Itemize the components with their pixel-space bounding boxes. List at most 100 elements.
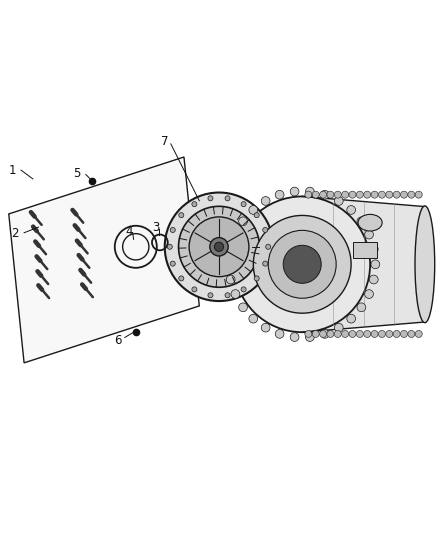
Circle shape: [357, 217, 366, 225]
Circle shape: [231, 289, 240, 298]
Circle shape: [179, 276, 184, 281]
Circle shape: [254, 276, 259, 281]
Circle shape: [327, 330, 334, 337]
Circle shape: [371, 191, 378, 198]
Circle shape: [275, 190, 284, 199]
Circle shape: [226, 275, 235, 284]
Circle shape: [170, 261, 175, 266]
Circle shape: [275, 329, 284, 338]
Circle shape: [349, 191, 356, 198]
Ellipse shape: [415, 206, 435, 322]
Circle shape: [378, 330, 385, 337]
Circle shape: [321, 329, 329, 338]
Text: 2: 2: [11, 227, 19, 240]
Circle shape: [320, 330, 327, 337]
Circle shape: [266, 244, 271, 249]
Circle shape: [386, 330, 393, 337]
Polygon shape: [302, 197, 425, 332]
Circle shape: [357, 191, 364, 198]
Circle shape: [400, 330, 407, 337]
Circle shape: [312, 330, 319, 337]
Circle shape: [215, 242, 223, 252]
Circle shape: [320, 191, 327, 198]
Circle shape: [321, 190, 329, 199]
Circle shape: [192, 201, 197, 207]
Circle shape: [263, 228, 268, 232]
Circle shape: [249, 206, 258, 214]
Circle shape: [210, 238, 228, 256]
Circle shape: [305, 187, 314, 196]
Circle shape: [192, 287, 197, 292]
Circle shape: [415, 330, 422, 337]
Bar: [353, 243, 377, 258]
Circle shape: [369, 275, 378, 284]
Circle shape: [225, 196, 230, 201]
Circle shape: [393, 330, 400, 337]
Circle shape: [371, 260, 380, 269]
Text: 4: 4: [125, 225, 133, 238]
Text: 3: 3: [152, 221, 159, 233]
Circle shape: [167, 244, 172, 249]
Circle shape: [365, 230, 374, 239]
Circle shape: [327, 191, 334, 198]
Circle shape: [268, 230, 336, 298]
Circle shape: [231, 230, 240, 239]
Circle shape: [335, 197, 343, 205]
Circle shape: [386, 191, 393, 198]
Circle shape: [364, 330, 371, 337]
Circle shape: [225, 293, 230, 298]
Circle shape: [239, 217, 247, 225]
Circle shape: [239, 303, 247, 312]
Circle shape: [305, 330, 312, 337]
Circle shape: [208, 293, 213, 298]
Circle shape: [263, 261, 268, 266]
Circle shape: [347, 314, 356, 323]
Circle shape: [165, 192, 273, 301]
Circle shape: [249, 314, 258, 323]
Circle shape: [226, 245, 235, 254]
Circle shape: [208, 196, 213, 201]
Circle shape: [254, 213, 259, 217]
Text: 1: 1: [8, 164, 16, 176]
Circle shape: [364, 191, 371, 198]
Circle shape: [342, 330, 349, 337]
Circle shape: [408, 330, 415, 337]
Circle shape: [179, 213, 184, 217]
Circle shape: [234, 197, 370, 332]
Circle shape: [170, 228, 175, 232]
Circle shape: [393, 191, 400, 198]
Circle shape: [415, 191, 422, 198]
Circle shape: [349, 330, 356, 337]
Circle shape: [342, 191, 349, 198]
Circle shape: [408, 191, 415, 198]
Circle shape: [357, 303, 366, 312]
Circle shape: [283, 245, 321, 284]
Circle shape: [253, 215, 351, 313]
Circle shape: [241, 287, 246, 292]
Circle shape: [357, 330, 364, 337]
Circle shape: [290, 333, 299, 342]
Circle shape: [305, 333, 314, 342]
Text: 7: 7: [160, 135, 168, 148]
Circle shape: [189, 217, 249, 277]
Circle shape: [290, 187, 299, 196]
Circle shape: [347, 206, 356, 214]
Circle shape: [225, 260, 233, 269]
Text: 6: 6: [113, 334, 121, 346]
Circle shape: [334, 191, 341, 198]
Circle shape: [179, 206, 259, 287]
Circle shape: [371, 330, 378, 337]
Circle shape: [335, 324, 343, 332]
Circle shape: [305, 191, 312, 198]
Circle shape: [312, 191, 319, 198]
Circle shape: [261, 197, 270, 205]
Circle shape: [334, 330, 341, 337]
Text: 5: 5: [73, 167, 80, 180]
Circle shape: [365, 289, 374, 298]
Polygon shape: [9, 157, 199, 363]
Circle shape: [241, 201, 246, 207]
Circle shape: [369, 245, 378, 254]
Circle shape: [261, 324, 270, 332]
Circle shape: [378, 191, 385, 198]
Circle shape: [400, 191, 407, 198]
